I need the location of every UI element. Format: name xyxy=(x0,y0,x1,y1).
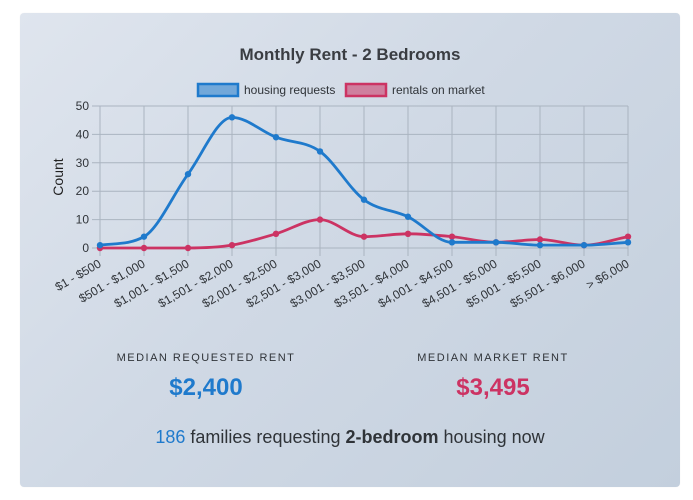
median-market-label: MEDIAN MARKET RENT xyxy=(417,352,569,364)
x-tick-label: > $6,000 xyxy=(584,256,632,292)
data-point-series-1 xyxy=(184,244,192,252)
data-point-series-1 xyxy=(140,244,148,252)
y-tick-label: 10 xyxy=(76,213,90,227)
median-market-rent: MEDIAN MARKET RENT $3,495 xyxy=(373,352,613,402)
data-point-series-0 xyxy=(624,239,632,246)
family-count: 186 xyxy=(155,427,186,447)
y-tick-label: 30 xyxy=(76,156,90,170)
data-point-series-1 xyxy=(536,236,544,243)
data-point-series-0 xyxy=(404,213,412,220)
chart-card: Monthly Rent - 2 Bedrooms housing request… xyxy=(20,13,680,487)
legend-swatch-0 xyxy=(196,82,240,98)
y-tick-label: 0 xyxy=(82,241,89,255)
legend-label-0: housing requests xyxy=(244,83,335,97)
legend-label-1: rentals on market xyxy=(392,83,485,97)
summary-text-after: housing now xyxy=(443,427,545,447)
median-requested-value: $2,400 xyxy=(169,374,243,401)
data-point-series-0 xyxy=(536,241,544,249)
data-point-series-1 xyxy=(360,233,368,240)
legend-swatch-1 xyxy=(344,82,388,98)
data-point-series-0 xyxy=(228,114,236,121)
summary-bedroom-type: 2-bedroom xyxy=(345,427,439,447)
data-point-series-0 xyxy=(184,170,192,178)
rent-chart: Monthly Rent - 2 Bedrooms housing request… xyxy=(50,45,632,311)
summary-text-before: families requesting xyxy=(190,427,341,447)
data-point-series-0 xyxy=(360,196,368,203)
y-tick-label: 50 xyxy=(76,99,90,113)
x-tick-label: $5,501 - $6,000 xyxy=(508,256,588,310)
y-tick-label: 20 xyxy=(76,184,90,198)
data-point-series-0 xyxy=(492,239,500,246)
chart-title: Monthly Rent - 2 Bedrooms xyxy=(239,45,460,64)
data-point-series-0 xyxy=(272,134,280,141)
y-axis-label: Count xyxy=(50,158,66,195)
data-point-series-0 xyxy=(580,241,588,249)
data-point-series-1 xyxy=(316,216,324,223)
data-point-series-0 xyxy=(316,148,324,155)
data-point-series-1 xyxy=(448,233,456,240)
data-point-series-0 xyxy=(96,241,104,249)
data-point-series-1 xyxy=(404,230,412,237)
data-point-series-0 xyxy=(140,233,148,240)
y-tick-label: 40 xyxy=(76,127,90,141)
data-point-series-1 xyxy=(228,241,236,249)
summary-line: 186 families requesting 2-bedroom housin… xyxy=(20,427,680,448)
median-requested-label: MEDIAN REQUESTED RENT xyxy=(116,352,296,364)
data-point-series-0 xyxy=(448,239,456,246)
median-market-value: $3,495 xyxy=(456,374,530,401)
data-point-series-1 xyxy=(624,233,632,240)
data-point-series-1 xyxy=(272,230,280,237)
median-requested-rent: MEDIAN REQUESTED RENT $2,400 xyxy=(86,352,326,402)
